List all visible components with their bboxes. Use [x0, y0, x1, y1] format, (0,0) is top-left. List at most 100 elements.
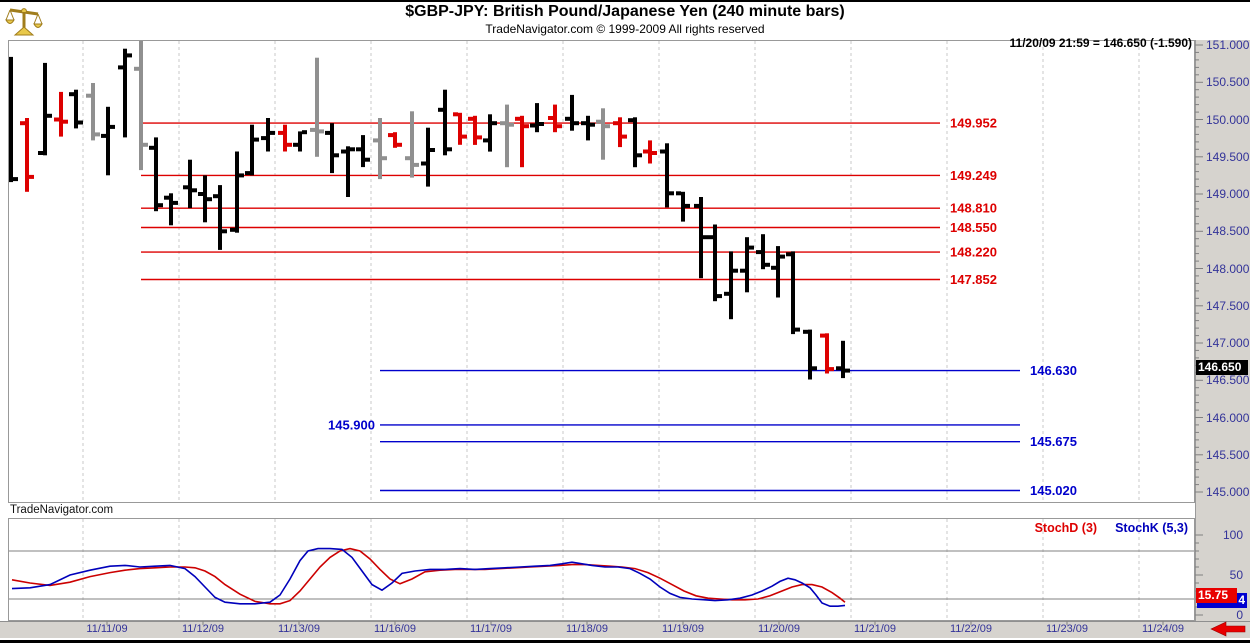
date-label: 11/24/09: [1141, 623, 1184, 635]
price-bar: [69, 89, 83, 129]
date-label: 11/21/09: [853, 623, 896, 635]
support-level-label: 146.630: [1030, 363, 1077, 378]
price-bar: [694, 197, 708, 279]
chart-subtitle: TradeNavigator.com © 1999-2009 All right…: [485, 22, 765, 36]
price-bar: [405, 111, 419, 178]
price-bar: [786, 251, 800, 335]
price-bar: [468, 115, 482, 145]
date-label: 11/19/09: [661, 623, 704, 635]
price-bar: [500, 104, 514, 168]
price-bar: [438, 89, 452, 156]
price-bar: [86, 83, 100, 141]
price-bar: [820, 333, 834, 374]
stoch-axis-label: 50: [1229, 568, 1243, 582]
price-axis-label: 151.000: [1206, 38, 1250, 52]
price-bar: [101, 106, 115, 176]
price-axis-label: 147.500: [1206, 298, 1250, 313]
price-bar: [325, 123, 339, 174]
price-bar: [20, 118, 34, 192]
date-axis-band[interactable]: [0, 621, 1250, 638]
price-bar: [278, 124, 292, 152]
date-label: 11/16/09: [373, 623, 416, 635]
price-bar: [164, 193, 178, 226]
resistance-level-label: 148.810: [950, 201, 997, 216]
stochastic-panel: [8, 518, 1195, 621]
price-bar: [628, 117, 642, 168]
price-bar: [660, 143, 674, 208]
price-bar: [756, 234, 770, 270]
price-bar: [483, 114, 497, 152]
support-level-label: 145.675: [1030, 434, 1077, 449]
price-bar: [261, 118, 275, 152]
price-bar: [740, 237, 754, 293]
price-bar: [676, 191, 690, 222]
stochk-curve: [11, 547, 846, 608]
watermark: TradeNavigator.com: [10, 504, 114, 516]
price-bar: [581, 115, 595, 141]
tradenavigator-scales-logo-icon: [5, 8, 43, 36]
price-bar: [596, 108, 610, 160]
price-bar: [245, 124, 259, 176]
date-label: 11/13/09: [277, 623, 320, 635]
price-bar: [803, 329, 817, 380]
resistance-level-label: 149.952: [950, 116, 997, 131]
price-bar: [9, 56, 18, 183]
window-bottom-border: [0, 640, 1250, 643]
price-bar: [149, 137, 163, 212]
date-label: 11/11/09: [86, 623, 128, 635]
stoch-axis-label: 100: [1222, 528, 1243, 542]
price-bar: [356, 135, 370, 168]
price-axis-label: 148.000: [1206, 261, 1250, 276]
price-bar: [771, 246, 785, 298]
date-label: 11/17/09: [469, 623, 512, 635]
date-label: 11/22/09: [949, 623, 992, 635]
price-bar: [388, 132, 402, 148]
date-label: 11/23/09: [1045, 623, 1088, 635]
date-label: 11/12/09: [181, 623, 224, 635]
price-axis-label: 145.000: [1206, 485, 1250, 499]
support-level-label: 145.900: [328, 417, 375, 432]
price-axis-label: 145.500: [1206, 447, 1250, 462]
price-bar: [213, 185, 227, 250]
stochd-curve: [11, 547, 846, 605]
price-bar: [836, 340, 850, 379]
price-axis-label: 149.500: [1206, 149, 1250, 164]
stoch-axis-label: 0: [1236, 608, 1243, 622]
price-bar: [530, 103, 544, 133]
price-bar: [341, 146, 355, 197]
scroll-left-arrow-button[interactable]: [1208, 621, 1248, 637]
stochk-legend-label: StochK (5,3): [1115, 521, 1188, 535]
stochd-value-badge: 15.75: [1196, 588, 1237, 603]
price-bar: [373, 118, 387, 180]
price-axis-label: 149.000: [1206, 187, 1250, 201]
price-bar: [565, 94, 579, 131]
price-bar: [230, 151, 244, 233]
last-quote-readout: 11/20/09 21:59 = 146.650 (-1.590): [1009, 36, 1192, 50]
resistance-level-label: 149.249: [950, 168, 997, 183]
resistance-level-label: 147.852: [950, 272, 997, 287]
price-axis-band: [1195, 40, 1250, 621]
price-bar: [183, 159, 197, 209]
date-label: 11/18/09: [565, 623, 608, 635]
price-axis-label: 147.000: [1206, 336, 1250, 350]
price-bar: [421, 127, 435, 187]
price-bar: [515, 115, 529, 168]
price-axis-label: 150.000: [1206, 112, 1250, 127]
chart-title: $GBP-JPY: British Pound/Japanese Yen (24…: [405, 3, 845, 20]
price-axis-label: 146.000: [1206, 410, 1250, 425]
window-top-border: [0, 0, 1250, 2]
price-bar: [453, 112, 467, 145]
date-label: 11/20/09: [757, 623, 800, 635]
resistance-level-label: 148.550: [950, 220, 997, 235]
price-bar: [293, 130, 307, 152]
price-bar: [643, 140, 657, 164]
price-axis-label: 148.500: [1206, 224, 1250, 239]
price-bar: [708, 224, 722, 302]
price-axis-label: 150.500: [1206, 75, 1250, 90]
price-bar: [548, 104, 562, 133]
main-chart-panel: [8, 40, 1195, 503]
price-bar: [54, 91, 68, 137]
price-axis-label: 146.500: [1206, 373, 1250, 388]
stochd-legend-label: StochD (3): [1034, 521, 1098, 535]
